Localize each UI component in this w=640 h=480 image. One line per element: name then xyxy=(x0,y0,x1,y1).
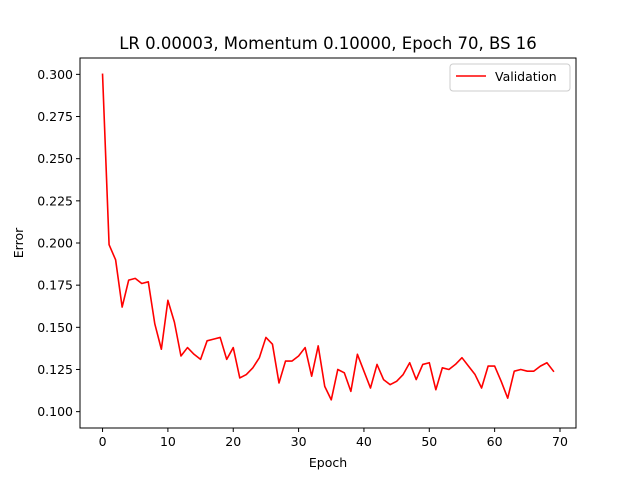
x-tick-label: 10 xyxy=(160,434,176,449)
x-tick-label: 40 xyxy=(356,434,372,449)
x-tick-label: 60 xyxy=(487,434,503,449)
x-tick-label: 30 xyxy=(291,434,307,449)
y-tick-label: 0.125 xyxy=(37,362,73,377)
legend: Validation xyxy=(449,63,571,92)
y-axis: 0.100 0.125 0.150 0.175 0.200 0.225 0.250 0.275… xyxy=(37,67,80,419)
legend-label-validation: Validation xyxy=(495,69,557,84)
legend-box xyxy=(449,63,571,92)
series-line-validation xyxy=(101,73,555,401)
x-axis: 0 10 20 30 40 50 60 70 xyxy=(99,428,568,449)
y-tick-label: 0.200 xyxy=(37,236,73,251)
series-layer xyxy=(101,73,555,401)
y-axis-label: Error xyxy=(11,227,26,258)
y-tick-label: 0.150 xyxy=(37,320,73,335)
x-tick-label: 70 xyxy=(552,434,568,449)
x-tick-label: 50 xyxy=(421,434,437,449)
y-tick-label: 0.225 xyxy=(37,193,73,208)
axes-frame xyxy=(79,57,577,429)
y-tick-label: 0.250 xyxy=(37,151,73,166)
y-tick-label: 0.275 xyxy=(37,109,73,124)
y-tick-label: 0.100 xyxy=(37,404,73,419)
x-axis-label: Epoch xyxy=(309,455,347,470)
chart-title: LR 0.00003, Momentum 0.10000, Epoch 70, … xyxy=(119,34,537,53)
y-tick-label: 0.300 xyxy=(37,67,73,82)
x-tick-label: 20 xyxy=(225,434,241,449)
y-tick-label: 0.175 xyxy=(37,278,73,293)
x-tick-label: 0 xyxy=(99,434,107,449)
